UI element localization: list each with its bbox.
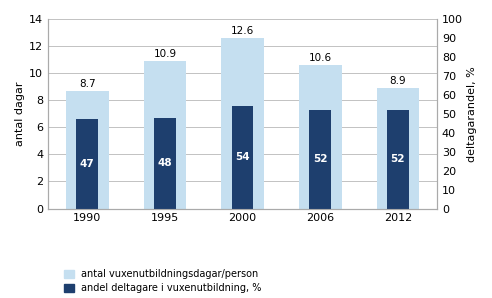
- Text: 12.6: 12.6: [231, 26, 254, 36]
- Text: 10.6: 10.6: [308, 53, 332, 63]
- Bar: [66, 91, 109, 209]
- Text: 54: 54: [235, 152, 250, 162]
- Text: 52: 52: [391, 154, 405, 164]
- Bar: [299, 65, 341, 209]
- Bar: [376, 88, 419, 209]
- Legend: antal vuxenutbildningsdagar/person, andel deltagare i vuxenutbildning, %: antal vuxenutbildningsdagar/person, ande…: [64, 269, 262, 293]
- Bar: [309, 110, 331, 209]
- Bar: [387, 110, 409, 209]
- Text: 48: 48: [157, 158, 172, 168]
- Bar: [154, 117, 176, 209]
- Bar: [76, 119, 98, 209]
- Text: 10.9: 10.9: [154, 49, 177, 59]
- Text: 52: 52: [313, 154, 328, 164]
- Bar: [232, 106, 253, 209]
- Text: 8.7: 8.7: [79, 79, 95, 89]
- Text: 8.9: 8.9: [390, 76, 406, 86]
- Text: 47: 47: [80, 159, 94, 169]
- Y-axis label: antal dagar: antal dagar: [15, 82, 25, 146]
- Y-axis label: deltagarandel, %: deltagarandel, %: [467, 66, 477, 162]
- Bar: [144, 61, 186, 209]
- Bar: [221, 38, 264, 209]
